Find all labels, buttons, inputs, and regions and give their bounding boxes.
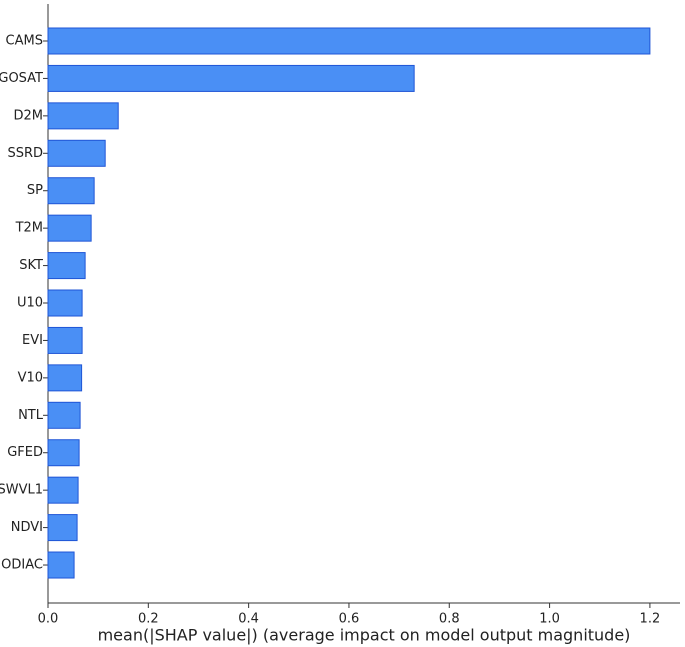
x-tick-label: 1.0 [539,612,560,627]
y-tick-label: GFED [7,445,43,460]
bar [47,102,119,130]
y-tick-label: D2M [14,108,44,123]
y-tick-label: EVI [22,333,43,348]
bar [47,401,81,429]
x-tick-label: 0.4 [238,612,259,627]
y-tick-label: T2M [15,221,43,236]
x-axis-label: mean(|SHAP value|) (average impact on mo… [98,626,631,645]
y-tick-label: ODIAC [1,558,43,573]
y-tick-label: SSRD [7,146,43,161]
x-tick-label: 0.8 [439,612,460,627]
y-tick-label: V10 [18,370,43,385]
bar [47,214,92,242]
y-tick-label: CAMS [6,34,43,49]
y-tick-label: SWVL1 [0,483,43,498]
x-tick-label: 0.2 [138,612,159,627]
y-tick-label: NDVI [11,520,43,535]
y-tick-label: GOSAT [0,71,43,86]
y-tick-label: U10 [17,296,43,311]
y-tick-label: SP [27,183,43,198]
x-tick-label: 1.2 [640,612,661,627]
bar [47,514,78,542]
y-tick-label: NTL [18,408,44,423]
bar [47,139,106,167]
bar [47,27,651,55]
bar [47,551,75,579]
bar [47,326,83,354]
bar [47,177,95,205]
bar [47,364,83,392]
bar [47,476,79,504]
y-tick-label: SKT [19,258,43,273]
bar [47,252,86,280]
bar [47,439,80,467]
bar [47,289,83,317]
bar [47,64,415,92]
x-tick-label: 0.0 [38,612,59,627]
x-tick-label: 0.6 [339,612,360,627]
